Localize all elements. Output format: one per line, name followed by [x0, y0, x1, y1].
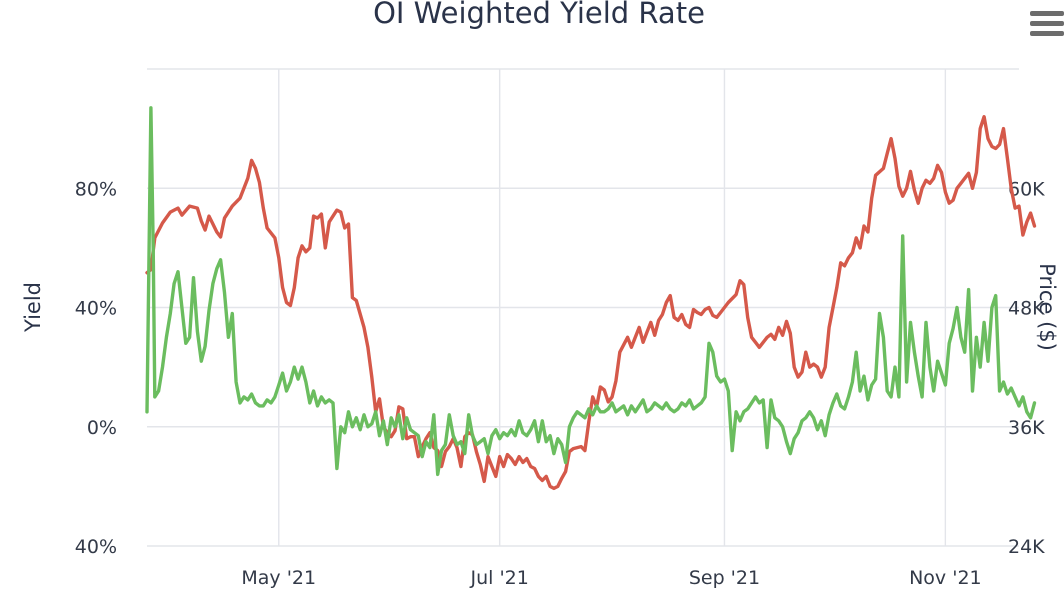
y2-tick-label: 24K: [1008, 536, 1045, 558]
y2-axis-title: Price ($): [1035, 263, 1059, 351]
y-tick-label: 80%: [75, 178, 117, 200]
x-tick-label: Sep '21: [689, 567, 760, 589]
y2-tick-label: 48K: [1008, 298, 1045, 320]
x-tick-label: Jul '21: [469, 567, 528, 589]
gridlines: [147, 68, 1019, 547]
y-axis-title: Yield: [21, 282, 45, 333]
y2-tick-label: 36K: [1008, 417, 1045, 439]
price-series-line: [145, 115, 1037, 491]
x-tick-label: Nov '21: [909, 567, 982, 589]
x-tick-label: May '21: [241, 567, 316, 589]
price-axis: 60K 48K 36K 24K: [1008, 178, 1045, 558]
y-tick-label: 40%: [75, 536, 117, 558]
series-lines: [145, 106, 1037, 491]
chart-title: OI Weighted Yield Rate: [373, 0, 705, 30]
yield-axis: 80% 40% 0% 40%: [75, 178, 117, 558]
y-tick-label: 0%: [87, 417, 117, 439]
yield-series-line: [145, 106, 1037, 477]
y-tick-label: 40%: [75, 298, 117, 320]
x-axis: May '21 Jul '21 Sep '21 Nov '21: [241, 567, 981, 589]
y2-tick-label: 60K: [1008, 178, 1045, 200]
menu-icon[interactable]: [1030, 11, 1064, 36]
